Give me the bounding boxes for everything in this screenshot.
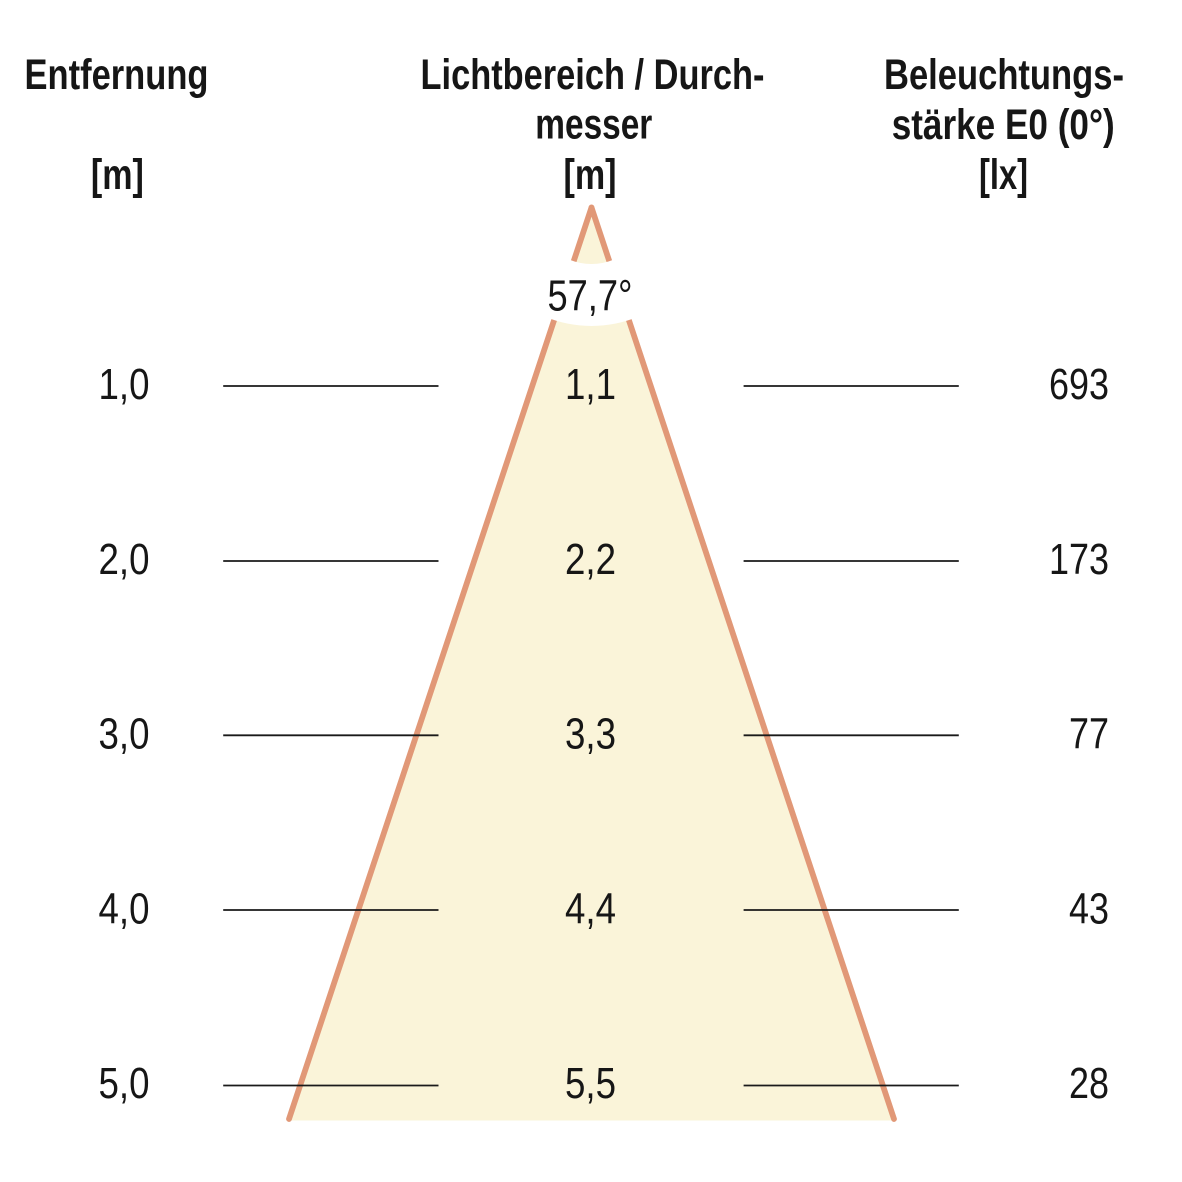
svg-text:[m]: [m] [564,151,617,199]
svg-text:3,0: 3,0 [99,710,150,759]
svg-text:1,0: 1,0 [99,360,150,409]
svg-text:3,3: 3,3 [565,710,616,759]
svg-text:28: 28 [1069,1059,1109,1108]
svg-text:57,7°: 57,7° [548,272,633,321]
svg-text:stärke E0 (0°): stärke E0 (0°) [892,101,1115,149]
svg-text:Beleuchtungs-: Beleuchtungs- [884,51,1124,99]
svg-text:Lichtbereich / Durch-: Lichtbereich / Durch- [421,51,765,99]
svg-text:[m]: [m] [91,151,144,199]
svg-text:[lx]: [lx] [979,151,1028,199]
svg-text:4,0: 4,0 [99,885,150,934]
svg-text:173: 173 [1049,535,1109,584]
svg-text:5,5: 5,5 [565,1059,616,1108]
svg-text:Entfernung: Entfernung [25,51,209,99]
svg-text:4,4: 4,4 [565,885,616,934]
svg-text:2,2: 2,2 [565,535,616,584]
svg-text:693: 693 [1049,360,1109,409]
svg-text:77: 77 [1069,710,1109,759]
svg-text:43: 43 [1069,885,1109,934]
svg-text:5,0: 5,0 [99,1059,150,1108]
svg-text:messer: messer [535,101,652,149]
svg-text:1,1: 1,1 [565,360,616,409]
svg-text:2,0: 2,0 [99,535,150,584]
